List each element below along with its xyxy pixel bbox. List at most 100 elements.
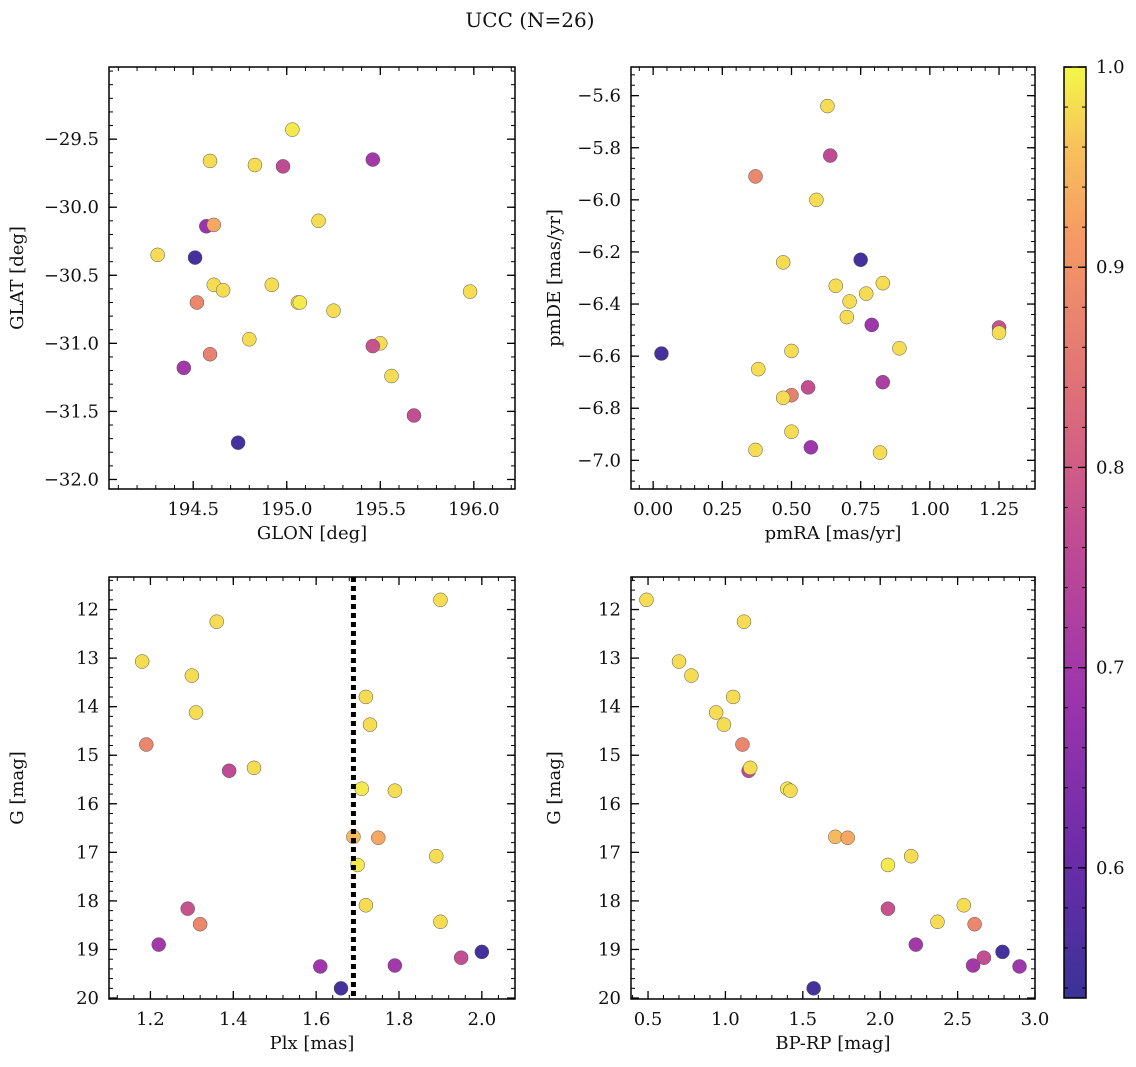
data-point — [803, 440, 819, 455]
data-point — [362, 717, 378, 732]
pmra-pmde-ytick-label: −6.2 — [577, 242, 621, 263]
bprp-g-ytick-label: 17 — [598, 842, 621, 863]
figure-title: UCC (N=26) — [465, 8, 594, 32]
data-point — [783, 783, 798, 798]
colorbar-tick-label: 1.0 — [1096, 57, 1125, 78]
plx-g-ytick-label: 17 — [76, 842, 99, 863]
glon-glat-minor-ticks — [109, 67, 515, 489]
glon-glat-ytick-label: −30.5 — [44, 265, 99, 286]
data-point — [806, 981, 821, 996]
pmra-pmde-points — [654, 98, 1007, 460]
data-point — [247, 157, 263, 173]
glon-glat-xtick-label: 196.0 — [448, 499, 500, 520]
pmra-pmde-xtick-label: 0.00 — [633, 499, 673, 520]
data-point — [639, 592, 654, 608]
colorbar-tick-label: 0.8 — [1096, 457, 1125, 478]
data-point — [202, 153, 218, 169]
data-point — [995, 944, 1010, 960]
pmra-pmde-ytick-label: −5.8 — [577, 138, 621, 159]
data-point — [880, 857, 896, 873]
colorbar: 0.6 0.7 0.8 0.9 1.0 — [1063, 57, 1125, 999]
plx-g-xlabel: Plx [mas] — [270, 1033, 355, 1054]
pmra-pmde-xtick-label: 1.25 — [979, 499, 1019, 520]
bprp-g-xtick-label: 2.5 — [943, 1009, 972, 1030]
data-point — [784, 343, 799, 359]
data-point — [384, 368, 399, 384]
data-point — [967, 916, 982, 932]
panel-bprp-g: 0.5 1.0 1.5 2.0 2.5 3.0 12 13 14 15 16 17 18 19 20 BP-R… — [544, 576, 1049, 1054]
data-point — [956, 898, 972, 913]
pmra-pmde-xtick-label: 0.75 — [841, 499, 881, 520]
data-point — [215, 283, 231, 298]
data-point — [192, 916, 208, 932]
glon-glat-xtick-label: 195.5 — [355, 499, 407, 520]
plx-g-ytick-label: 14 — [76, 697, 99, 718]
data-point — [264, 277, 280, 293]
data-point — [292, 295, 308, 310]
pmra-pmde-xtick-label: 1.00 — [910, 499, 950, 520]
plx-g-ytick-label: 20 — [76, 988, 99, 1009]
data-point — [150, 247, 165, 263]
pmra-pmde-ytick-label: −7.0 — [577, 450, 621, 471]
data-point — [358, 689, 374, 705]
data-point — [725, 689, 741, 705]
plx-g-ytick-label: 12 — [76, 600, 99, 621]
data-point — [209, 614, 224, 629]
bprp-g-points — [639, 592, 1027, 996]
plx-g-xtick-label: 1.2 — [136, 1009, 165, 1030]
glon-glat-ytick-label: −31.5 — [44, 401, 99, 422]
panel-glon-glat: 194.5 195.0 195.5 196.0 −29.5 −30.0 −30.5 −31.0… — [7, 66, 516, 544]
plx-g-points — [134, 592, 490, 996]
data-point — [354, 781, 369, 796]
glon-glat-ytick-label: −32.0 — [44, 469, 99, 490]
data-point — [748, 169, 763, 184]
data-point — [775, 255, 791, 270]
colorbar-tick-label: 0.9 — [1096, 257, 1125, 278]
pmra-pmde-minor-ticks — [631, 67, 1035, 489]
pmra-pmde-ytick-label: −6.8 — [577, 398, 621, 419]
data-point — [326, 303, 341, 318]
plx-g-minor-ticks — [109, 577, 516, 999]
bprp-g-xtick-label: 1.0 — [711, 1009, 740, 1030]
data-point — [151, 937, 166, 952]
plx-g-ytick-label: 13 — [76, 648, 99, 669]
bprp-g-xtick-label: 2.0 — [866, 1009, 895, 1030]
bprp-g-ytick-label: 12 — [598, 600, 621, 621]
data-point — [134, 654, 150, 669]
pmra-pmde-ylabel: pmDE [mas/yr] — [544, 209, 565, 347]
data-point — [892, 341, 907, 356]
data-point — [474, 944, 490, 960]
data-point — [735, 737, 750, 752]
bprp-g-ytick-label: 20 — [598, 988, 621, 1009]
data-point — [858, 286, 874, 301]
data-point — [991, 325, 1007, 340]
plx-g-xtick-label: 1.8 — [385, 1009, 414, 1030]
bprp-g-ylabel: G [mag] — [544, 751, 565, 824]
data-point — [313, 959, 328, 974]
plx-g-ytick-label: 15 — [76, 745, 99, 766]
data-point — [930, 914, 945, 930]
pmra-pmde-xlabel: pmRA [mas/yr] — [765, 523, 902, 544]
pmra-pmde-xtick-label: 0.50 — [771, 499, 811, 520]
data-point — [684, 668, 699, 683]
pmra-pmde-ytick-label: −6.6 — [577, 346, 621, 367]
plx-g-frame — [108, 576, 516, 1000]
glon-glat-ytick-label: −29.5 — [44, 129, 99, 150]
data-point — [311, 213, 326, 229]
data-point — [840, 830, 855, 846]
data-point — [433, 592, 448, 608]
data-point — [242, 332, 257, 347]
bprp-g-ytick-label: 19 — [598, 939, 621, 960]
data-point — [864, 317, 879, 333]
data-point — [775, 390, 791, 406]
data-point — [1012, 959, 1027, 974]
panel-plx-g: 1.2 1.4 1.6 1.8 2.0 12 13 14 15 16 17 18 19 20 Plx [ma… — [7, 576, 516, 1054]
pmra-pmde-frame — [630, 66, 1036, 490]
data-point — [828, 278, 844, 294]
plx-g-xtick-label: 2.0 — [468, 1009, 497, 1030]
glon-glat-frame — [108, 66, 516, 490]
data-point — [908, 937, 924, 952]
glon-glat-ylabel: GLAT [deg] — [7, 226, 28, 330]
data-point — [748, 442, 763, 458]
